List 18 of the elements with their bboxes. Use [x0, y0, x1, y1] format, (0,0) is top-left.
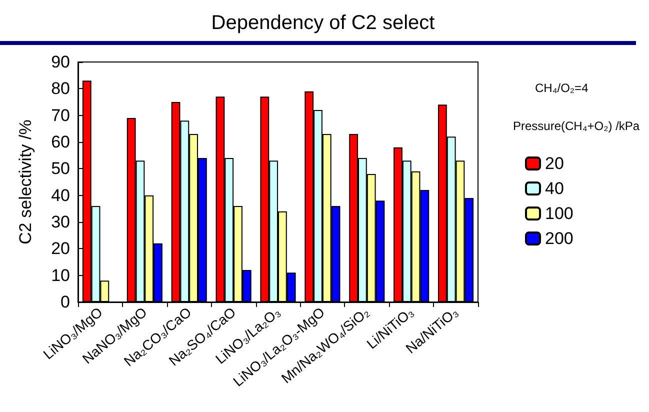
- legend-label: 100: [545, 204, 574, 223]
- text: CH₄/O₂=4: [535, 81, 589, 95]
- y-tick-label: 0: [60, 292, 70, 312]
- y-tick-label: 20: [51, 239, 70, 258]
- y-tick-label: 50: [51, 159, 70, 178]
- legend-label: 200: [545, 229, 574, 248]
- legend-label: 20: [545, 154, 564, 173]
- legend-title: Pressure(CH₄+O₂) /kPa: [513, 119, 640, 133]
- y-tick-label: 30: [51, 212, 70, 232]
- chart-title: Dependency of C2 select: [211, 12, 436, 34]
- legend-label: 40: [545, 179, 564, 198]
- y-tick-label: 70: [51, 106, 70, 125]
- y-tick-label: 90: [51, 52, 70, 72]
- y-tick-label: 60: [51, 132, 70, 152]
- y-tick-label: 80: [51, 79, 70, 98]
- y-axis-title: C2 selectivity /%: [16, 120, 35, 244]
- y-tick-label: 40: [51, 186, 70, 205]
- y-tick-label: 10: [51, 266, 70, 285]
